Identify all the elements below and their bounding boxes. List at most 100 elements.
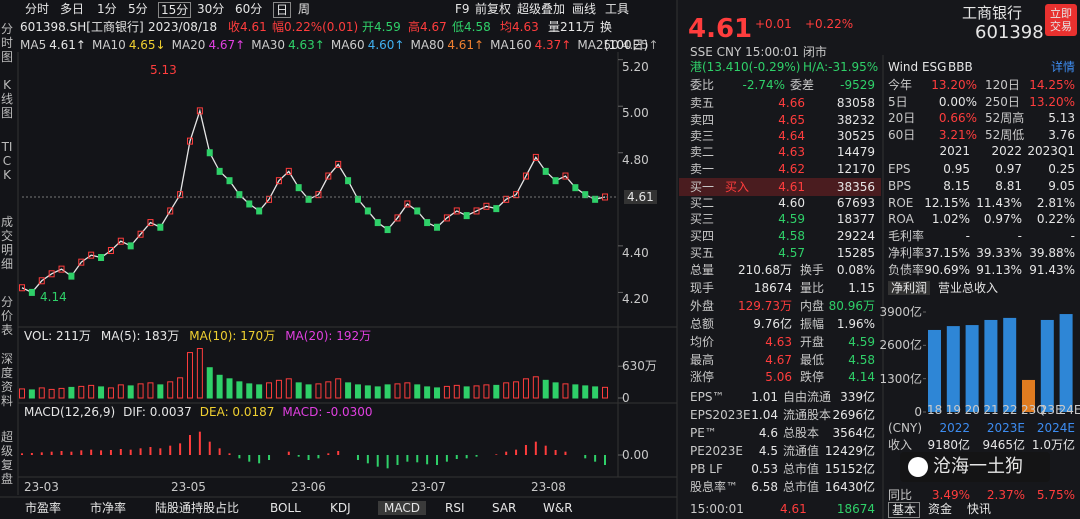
market-meta: SSE CNY 15:00:01 闭市 xyxy=(690,45,827,59)
book-label: 卖三 xyxy=(690,129,715,143)
fin-value: 8.15 xyxy=(943,178,970,193)
candle xyxy=(117,237,124,245)
indicator-tab[interactable]: 市盈率 xyxy=(25,501,62,515)
tool-button[interactable]: 超级叠加 xyxy=(517,2,566,16)
chart-tab[interactable]: 营业总收入 xyxy=(938,281,999,295)
profit-bar xyxy=(928,329,941,412)
x-tick-label: 23E xyxy=(1039,403,1063,417)
ratio-label: PB LF xyxy=(690,462,723,476)
ma-legend: MA5 4.61↑ MA10 4.65↓ MA20 4.67↑ MA30 4.63↑ MA60 4… xyxy=(20,38,659,52)
tool-button[interactable]: 工具 xyxy=(605,2,630,16)
book-price: 4.60 xyxy=(778,196,805,210)
ma-item: 4.37↑ xyxy=(534,38,572,52)
fin-value: - xyxy=(1017,229,1022,244)
ratio-label: 流通股本 xyxy=(783,408,832,422)
volume-bar xyxy=(38,387,45,399)
candle xyxy=(216,167,223,175)
esg-link[interactable]: 详情 xyxy=(1050,60,1075,74)
side-tab[interactable]: TICK xyxy=(1,140,13,182)
volume-bar xyxy=(236,381,243,399)
period-tab[interactable]: 30分 xyxy=(197,2,225,16)
y-tick-label: 0 xyxy=(914,405,922,419)
side-tab[interactable]: 成交明细 xyxy=(0,215,13,271)
stat-value: 9.76亿 xyxy=(753,317,792,331)
profit-bar xyxy=(1022,379,1035,412)
stat-value: 129.73万 xyxy=(738,299,792,313)
chart-tab[interactable]: 净利润 xyxy=(888,281,931,295)
indicator-tab[interactable]: W&R xyxy=(543,501,573,515)
info-item: 开4.59 xyxy=(362,20,401,34)
period-tab[interactable]: 5分 xyxy=(128,2,148,16)
period-tab[interactable]: 周 xyxy=(298,2,311,16)
book-label: 卖一 xyxy=(690,162,715,176)
y-tick-label: 630万 xyxy=(622,359,657,374)
indicator-tab[interactable]: MACD xyxy=(378,501,426,515)
info-tab[interactable]: 基本 xyxy=(888,502,921,518)
volume-bar xyxy=(48,388,55,399)
indicator-tab[interactable]: RSI xyxy=(445,501,465,515)
candle xyxy=(572,184,579,192)
volume-bar xyxy=(345,382,352,399)
volume-bar xyxy=(256,384,263,399)
change-pct: +0.22% xyxy=(805,17,854,31)
candle xyxy=(542,167,549,175)
esg-rating: BBB xyxy=(948,60,973,74)
perf-label: 120日 xyxy=(985,78,1020,92)
indicator-tab[interactable]: BOLL xyxy=(270,501,301,515)
volume-bar xyxy=(434,387,441,399)
candle xyxy=(562,172,569,180)
legend-item: MA(20): 192万 xyxy=(285,329,372,343)
volume-bar xyxy=(542,379,549,399)
trade-button-label: 立即交易 xyxy=(1050,7,1072,33)
ratio-value: 16430亿 xyxy=(824,480,875,494)
period-tab[interactable]: 分时 xyxy=(25,2,50,16)
period-tab[interactable]: 15分 xyxy=(158,2,192,18)
volume-bar xyxy=(315,383,322,399)
side-tab[interactable]: 深度资料 xyxy=(0,352,13,408)
tool-button[interactable]: F9 xyxy=(455,2,470,16)
y-tick-label: 1300亿 xyxy=(879,371,922,386)
perf-value: 13.20% xyxy=(931,78,977,92)
book-price: 4.57 xyxy=(778,246,805,260)
fin-label: 净利率 xyxy=(888,246,925,260)
period-tab[interactable]: 多日 xyxy=(60,2,85,16)
candle xyxy=(137,230,144,238)
period-tab[interactable]: 1分 xyxy=(97,2,117,16)
fin-value: 39.33% xyxy=(976,246,1022,260)
perf-value: 0.66% xyxy=(938,111,977,126)
ma-item: MA10 xyxy=(91,38,126,52)
side-tab[interactable]: 分价表 xyxy=(0,295,13,337)
volume-bar xyxy=(19,388,25,399)
indicator-tab[interactable]: SAR xyxy=(492,501,517,515)
date-label: 23-07 xyxy=(411,480,446,494)
tool-button[interactable]: 画线 xyxy=(572,2,597,16)
period-tab[interactable]: 60分 xyxy=(235,2,263,16)
candle xyxy=(38,277,45,285)
ma-item: 4.61↑ xyxy=(49,38,86,52)
period-tab[interactable]: 日 xyxy=(273,2,292,18)
trade-button[interactable] xyxy=(1045,4,1077,36)
candle xyxy=(246,200,253,208)
label: 委差 xyxy=(790,78,815,92)
side-tab[interactable]: 超级复盘 xyxy=(0,430,13,486)
candle xyxy=(532,153,539,161)
candle xyxy=(483,202,490,210)
indicator-tab[interactable]: 陆股通持股占比 xyxy=(155,501,240,515)
info-tab[interactable]: 资金 xyxy=(928,502,953,516)
fin-header: 2023Q1 xyxy=(1027,144,1075,158)
perf-label: 250日 xyxy=(985,94,1020,109)
side-tab[interactable]: 分时图 xyxy=(0,22,13,64)
fin-label: EPS xyxy=(888,162,911,176)
tool-button[interactable]: 前复权 xyxy=(475,2,512,16)
indicator-tab[interactable]: 市净率 xyxy=(90,501,127,515)
indicator-tab[interactable]: KDJ xyxy=(330,501,351,515)
side-tab[interactable]: K线图 xyxy=(0,78,13,120)
stat-label: 最低 xyxy=(800,353,825,367)
volume-bar xyxy=(167,381,174,399)
perf-label: 20日 xyxy=(888,111,916,126)
volume-bar xyxy=(58,387,65,399)
stat-value: 210.68万 xyxy=(738,263,792,277)
info-tab[interactable]: 快讯 xyxy=(967,502,992,516)
stat-label: 总量 xyxy=(690,263,715,277)
